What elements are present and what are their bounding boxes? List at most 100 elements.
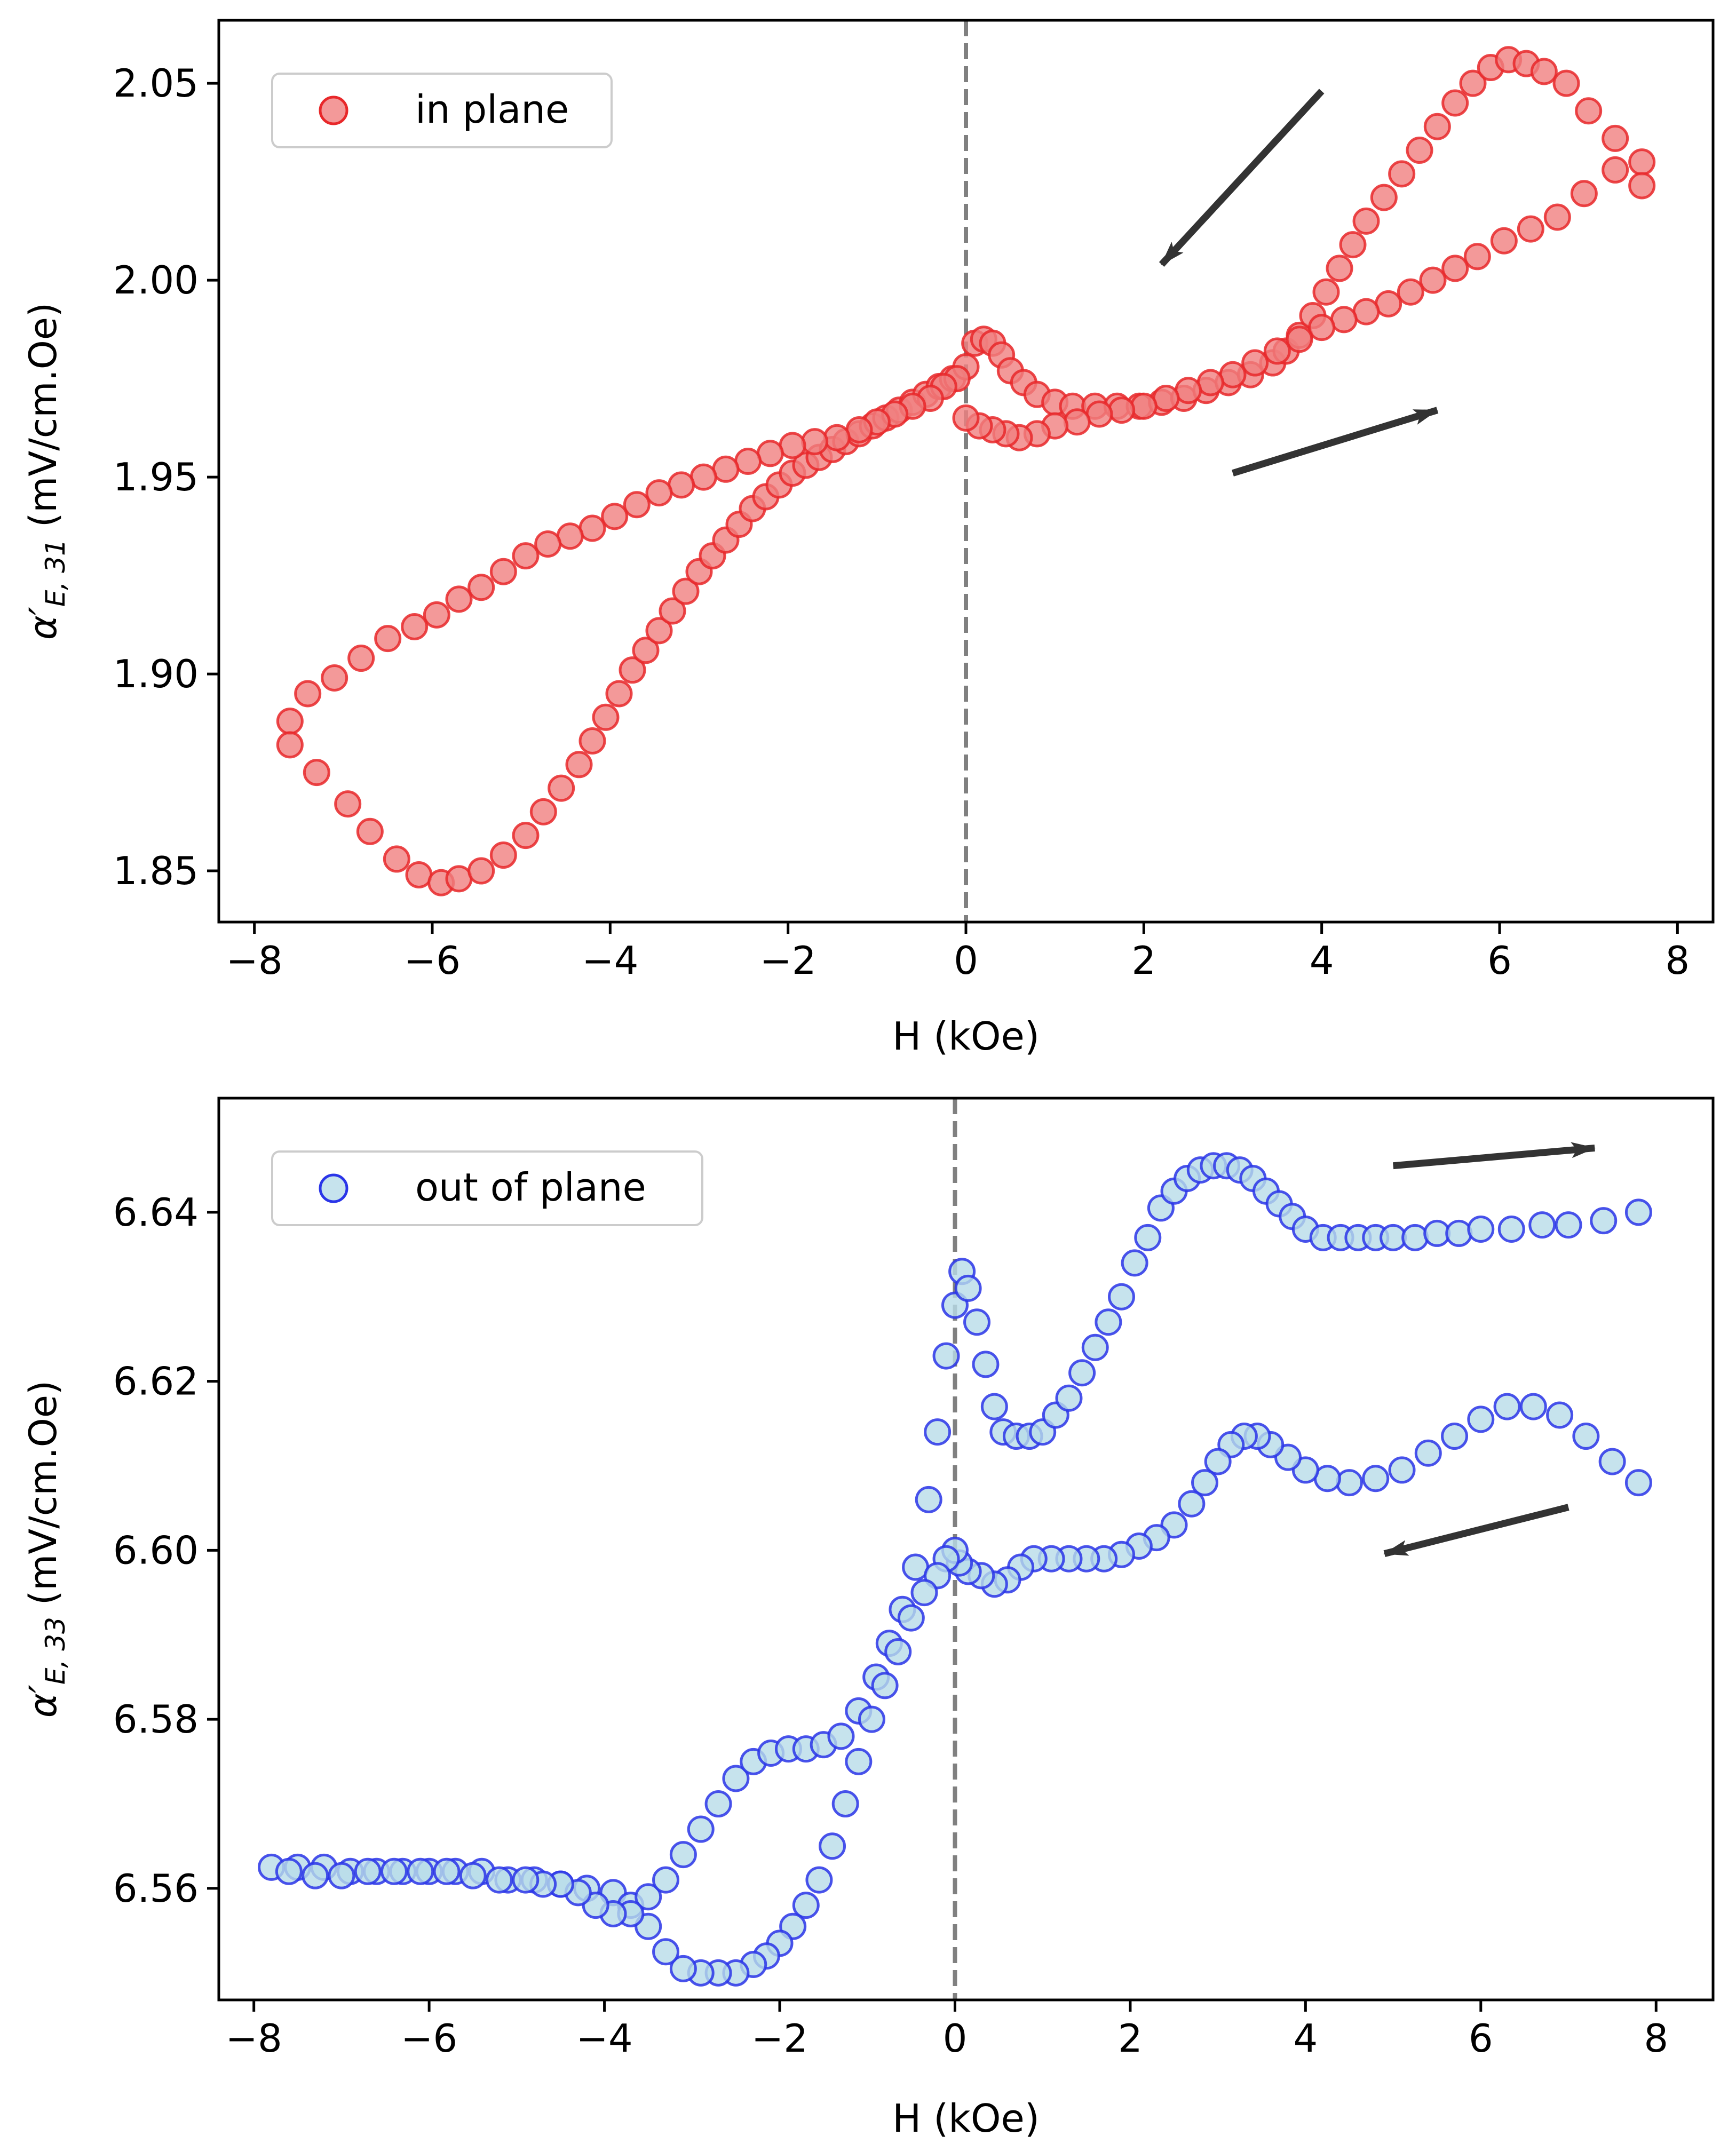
bottom-data-point (1095, 1308, 1122, 1336)
top-data-point (1388, 160, 1416, 188)
bottom-y-tick-label: 6.58 (113, 1697, 199, 1742)
top-data-point (383, 845, 410, 873)
top-y-axis-symbol: α′ (21, 607, 65, 640)
bottom-data-point (635, 1883, 662, 1911)
bottom-data-point (669, 1955, 697, 1982)
top-data-point (445, 585, 473, 613)
top-legend-marker (319, 96, 348, 125)
bottom-data-point (512, 1866, 540, 1894)
bottom-data-point (932, 1342, 960, 1370)
top-data-point (529, 798, 557, 825)
top-data-point (489, 558, 517, 585)
top-data-point (1219, 361, 1247, 388)
top-data-point (1602, 156, 1629, 184)
bottom-data-point (831, 1790, 859, 1818)
bottom-data-point (652, 1938, 680, 1966)
bottom-data-point (897, 1604, 925, 1632)
bottom-panel: −8 −6 −4 −2 0 2 4 6 8 6.56 6.58 6.60 6.62 6.64 H (kO… (21, 1097, 1715, 2141)
bottom-data-point (1178, 1490, 1206, 1518)
bottom-data-point (1068, 1359, 1096, 1387)
bottom-data-point (1572, 1423, 1600, 1450)
bottom-data-point (328, 1862, 355, 1889)
top-data-point (619, 656, 646, 684)
bottom-data-point (1497, 1216, 1525, 1243)
bottom-y-axis-units: (mV/cm.Oe) (21, 1380, 65, 1605)
top-data-point (756, 440, 784, 467)
top-data-point (556, 522, 584, 550)
top-data-point (1552, 69, 1580, 97)
bottom-data-point (1414, 1439, 1442, 1467)
top-data-point (1602, 124, 1629, 152)
top-data-point (668, 471, 695, 499)
top-x-tick-label: 2 (1131, 938, 1156, 983)
top-data-point (321, 664, 348, 692)
bottom-y-tick-label: 6.60 (113, 1528, 199, 1573)
top-data-point (645, 479, 673, 507)
bottom-x-axis-label: H (kOe) (892, 2096, 1040, 2141)
bottom-data-point (845, 1748, 873, 1775)
top-data-point (1570, 180, 1598, 208)
top-data-point (1459, 69, 1487, 97)
bottom-data-point (1362, 1465, 1390, 1492)
bottom-data-point (687, 1815, 715, 1843)
top-data-point (578, 727, 606, 755)
top-data-point (1463, 243, 1491, 271)
bottom-x-tick-label: −2 (751, 2016, 808, 2061)
top-data-point (601, 503, 629, 530)
top-data-point (1108, 396, 1136, 424)
top-data-point (1063, 408, 1091, 436)
bottom-arrows (1383, 1142, 1596, 1558)
top-x-tick-label: −6 (404, 938, 461, 983)
top-data-point (1517, 215, 1544, 243)
top-data-point (659, 597, 686, 625)
bottom-y-ticks: 6.56 6.58 6.60 6.62 6.64 (113, 1190, 219, 1911)
top-data-point (445, 865, 473, 893)
top-y-tick-label: 1.90 (113, 652, 199, 696)
bottom-data-point (1519, 1393, 1547, 1420)
bottom-data-point (1441, 1423, 1469, 1450)
top-data-point (605, 680, 633, 708)
top-data-point (1441, 255, 1469, 282)
bottom-data-point (963, 1308, 991, 1336)
top-data-point (1085, 400, 1113, 428)
top-data-point (347, 645, 375, 672)
top-data-point (1441, 89, 1469, 117)
top-data-point (1406, 137, 1433, 164)
bottom-y-tick-label: 6.64 (113, 1190, 199, 1235)
top-data-point (1370, 184, 1398, 211)
bottom-legend-box (271, 1150, 703, 1226)
top-data-point (548, 774, 575, 802)
bottom-data-point (1121, 1249, 1148, 1277)
top-x-tick-label: 8 (1665, 938, 1690, 983)
bottom-data-point (1055, 1384, 1083, 1412)
top-data-point (423, 601, 450, 629)
top-data-point (356, 817, 384, 845)
top-data-point (1419, 266, 1447, 294)
top-data-point (1490, 227, 1518, 255)
bottom-y-tick-label: 6.62 (113, 1359, 199, 1404)
top-markers (276, 46, 1656, 896)
bottom-data-point (954, 1274, 982, 1302)
top-x-tick-label: −8 (226, 938, 283, 983)
top-data-point (1530, 58, 1558, 85)
bottom-data-point (980, 1393, 1008, 1420)
bottom-data-point (380, 1857, 408, 1885)
bottom-data-point (1134, 1224, 1162, 1251)
top-data-point (801, 428, 829, 456)
bottom-data-point (1598, 1448, 1626, 1475)
top-data-point (1628, 148, 1656, 176)
top-y-tick-label: 2.00 (113, 258, 199, 303)
top-sweep-arrow (1232, 407, 1439, 477)
bottom-y-axis-subscript: E, 33 (40, 1617, 71, 1685)
bottom-data-point (1191, 1469, 1219, 1497)
bottom-data-point (1624, 1198, 1652, 1226)
bottom-data-point (1335, 1469, 1363, 1497)
top-legend-box (271, 73, 613, 148)
top-data-point (1352, 207, 1380, 235)
bottom-data-point (652, 1866, 680, 1894)
top-data-point (303, 759, 330, 787)
top-panel: −8 −6 −4 −2 0 2 4 6 8 1.85 1.90 1.95 2.00 2.05 H (kO… (21, 19, 1715, 1059)
top-data-point (512, 542, 540, 570)
